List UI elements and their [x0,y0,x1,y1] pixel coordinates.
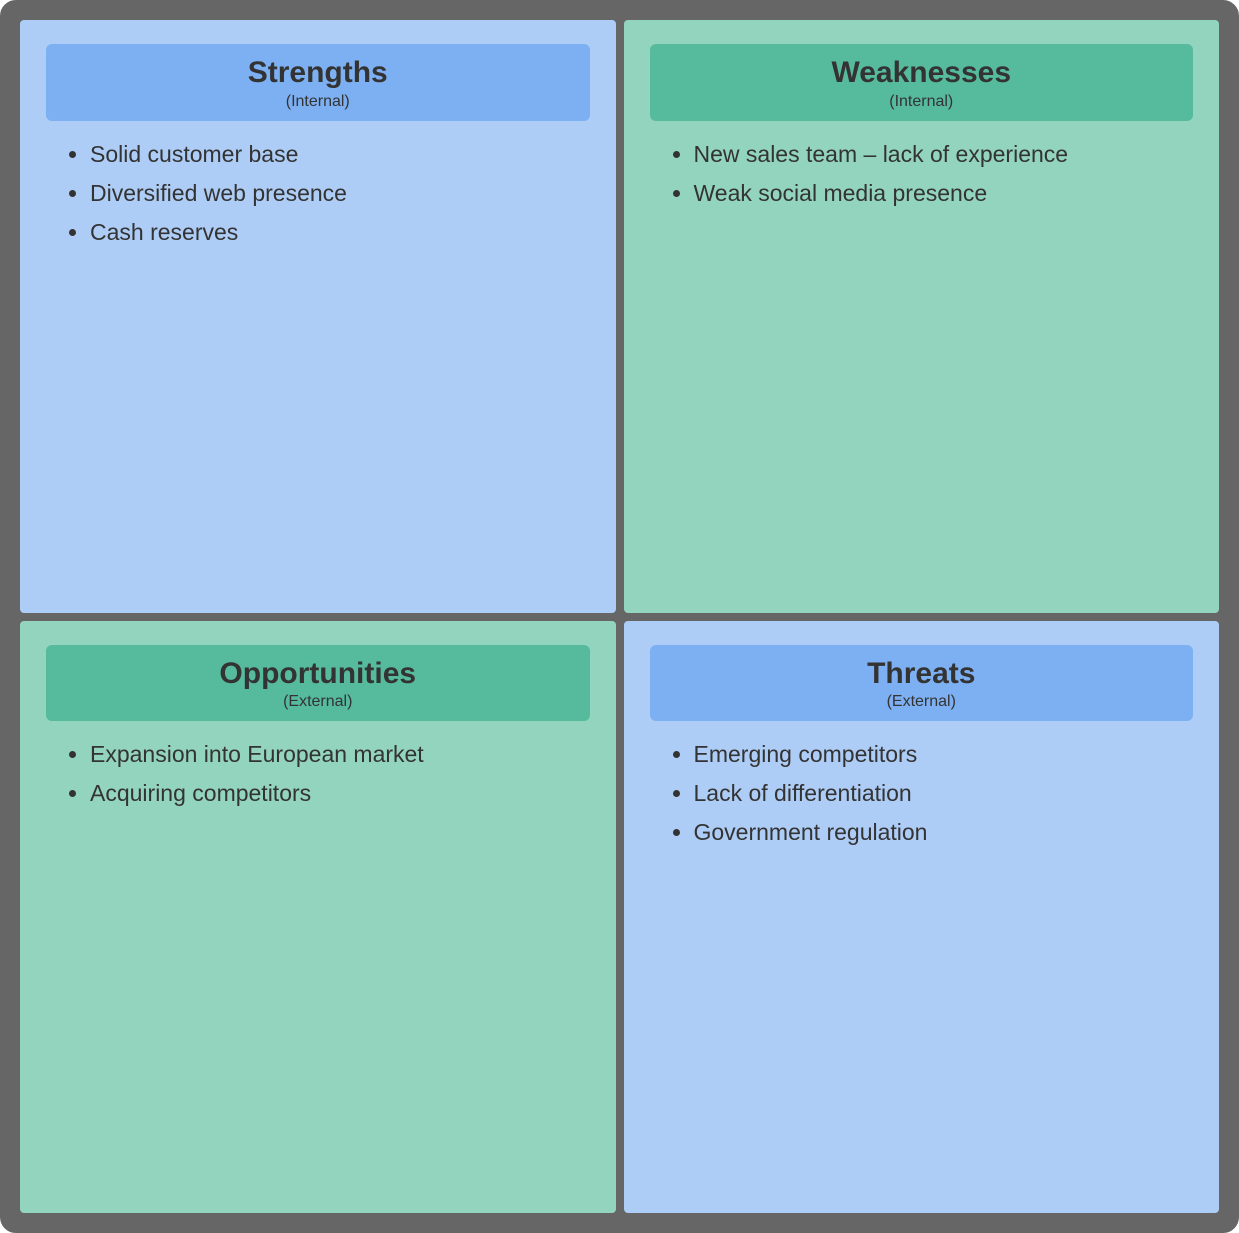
list-item: Lack of differentiation [694,774,1194,813]
quadrant-items-strengths: Solid customer base Diversified web pres… [46,135,590,252]
list-item: Emerging competitors [694,735,1194,774]
list-item: Solid customer base [90,135,590,174]
quadrant-subtitle: (External) [660,693,1184,711]
list-item: Cash reserves [90,213,590,252]
list-item: Expansion into European market [90,735,590,774]
quadrant-strengths: Strengths (Internal) Solid customer base… [20,20,616,613]
quadrant-title: Opportunities [56,657,580,692]
quadrant-title: Threats [660,657,1184,692]
quadrant-subtitle: (External) [56,693,580,711]
list-item: Acquiring competitors [90,774,590,813]
quadrant-title: Weaknesses [660,56,1184,91]
quadrant-title: Strengths [56,56,580,91]
list-item: New sales team – lack of experience [694,135,1194,174]
quadrant-header-weaknesses: Weaknesses (Internal) [650,44,1194,121]
list-item: Diversified web presence [90,174,590,213]
quadrant-subtitle: (Internal) [660,93,1184,111]
quadrant-weaknesses: Weaknesses (Internal) New sales team – l… [624,20,1220,613]
quadrant-items-opportunities: Expansion into European market Acquiring… [46,735,590,813]
quadrant-header-opportunities: Opportunities (External) [46,645,590,722]
quadrant-threats: Threats (External) Emerging competitors … [624,621,1220,1214]
quadrant-opportunities: Opportunities (External) Expansion into … [20,621,616,1214]
quadrant-header-threats: Threats (External) [650,645,1194,722]
list-item: Government regulation [694,813,1194,852]
list-item: Weak social media presence [694,174,1194,213]
quadrant-subtitle: (Internal) [56,93,580,111]
quadrant-items-threats: Emerging competitors Lack of differentia… [650,735,1194,852]
swot-diagram: Strengths (Internal) Solid customer base… [0,0,1239,1233]
quadrant-items-weaknesses: New sales team – lack of experience Weak… [650,135,1194,213]
quadrant-header-strengths: Strengths (Internal) [46,44,590,121]
